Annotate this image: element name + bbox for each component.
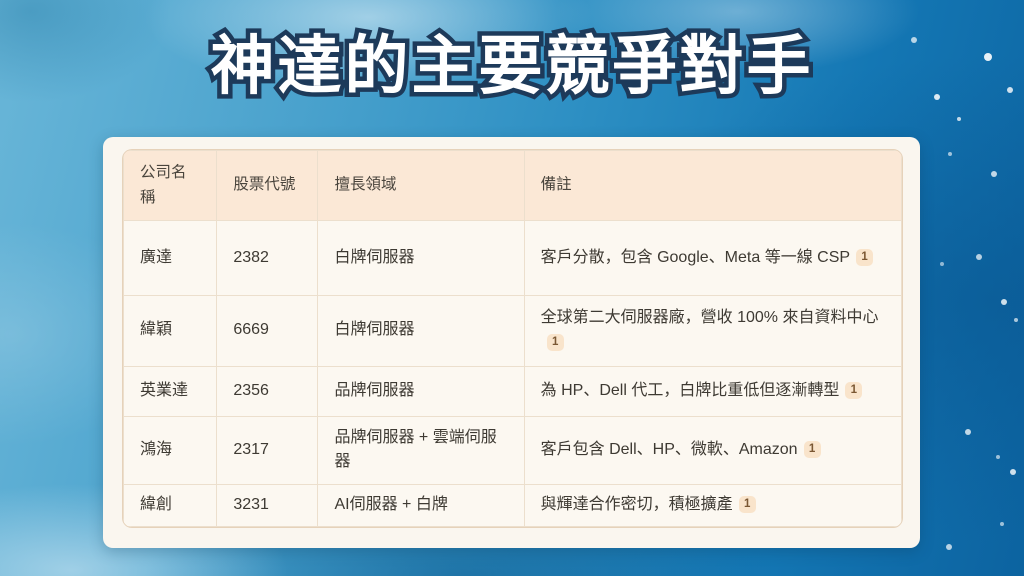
company-cell: 廣達 bbox=[123, 220, 218, 296]
note-text: 為 HP、Dell 代工，白牌比重低但逐漸轉型 bbox=[540, 381, 840, 399]
note-cell: 客戶分散，包含 Google、Meta 等一線 CSP 1 bbox=[523, 220, 902, 296]
company-cell: 緯穎 bbox=[123, 294, 218, 367]
note-cell: 與輝達合作密切，積極擴產 1 bbox=[523, 483, 902, 527]
field-cell: AI伺服器 + 白牌 bbox=[317, 483, 525, 527]
note-cell: 全球第二大伺服器廠，營收 100% 來自資料中心 1 bbox=[523, 294, 902, 367]
paint-speckles bbox=[0, 0, 4, 4]
field-cell: 白牌伺服器 bbox=[317, 220, 525, 296]
table-row: 廣達 2382 白牌伺服器 客戶分散，包含 Google、Meta 等一線 CSP 1 bbox=[123, 220, 902, 296]
table-row: 緯穎 6669 白牌伺服器 全球第二大伺服器廠，營收 100% 來自資料中心 1 bbox=[123, 294, 902, 367]
page-title-text: 神達的主要競爭對手 bbox=[210, 30, 814, 102]
table-card: 公司名稱 股票代號 擅長領域 備註 廣達 2382 白牌伺服器 客戶分散，包含 Goo… bbox=[103, 137, 920, 548]
note-text: 客戶包含 Dell、HP、微軟、Amazon bbox=[540, 440, 798, 458]
field-cell: 品牌伺服器 bbox=[317, 365, 525, 418]
page-title: 神達的主要競爭對手 神達的主要競爭對手 bbox=[0, 26, 1024, 107]
company-cell: 鴻海 bbox=[123, 416, 218, 485]
competitors-table: 公司名稱 股票代號 擅長領域 備註 廣達 2382 白牌伺服器 客戶分散，包含 Goo… bbox=[123, 150, 902, 527]
note-text: 全球第二大伺服器廠，營收 100% 來自資料中心 bbox=[540, 308, 879, 326]
table-row: 英業達 2356 品牌伺服器為 HP、Dell 代工，白牌比重低但逐漸轉型 1 bbox=[123, 365, 902, 418]
field-cell: 品牌伺服器 + 雲端伺服器 bbox=[317, 416, 525, 485]
ticker-cell: 3231 bbox=[216, 483, 319, 527]
table-row: 鴻海 2317 品牌伺服器 + 雲端伺服器 客戶包含 Dell、HP、微軟、Amazo… bbox=[123, 416, 902, 485]
note-text: 與輝達合作密切，積極擴產 bbox=[540, 495, 733, 513]
header-field: 擅長領域 bbox=[317, 150, 525, 221]
table-row: 緯創 3231 AI伺服器 + 白牌 與輝達合作密切，積極擴產 1 bbox=[123, 483, 902, 527]
header-note: 備註 bbox=[523, 150, 902, 221]
table-body: 廣達 2382 白牌伺服器 客戶分散，包含 Google、Meta 等一線 CSP 1 緯… bbox=[123, 220, 902, 527]
ticker-cell: 2356 bbox=[216, 365, 319, 418]
header-ticker: 股票代號 bbox=[216, 150, 319, 221]
company-cell: 緯創 bbox=[123, 483, 218, 527]
citation-badge[interactable]: 1 bbox=[546, 333, 564, 351]
note-text: 客戶分散，包含 Google、Meta 等一線 CSP bbox=[540, 248, 851, 266]
table-header: 公司名稱 股票代號 擅長領域 備註 bbox=[123, 150, 902, 221]
ticker-cell: 6669 bbox=[216, 294, 319, 367]
ticker-cell: 2382 bbox=[216, 220, 319, 296]
note-cell: 為 HP、Dell 代工，白牌比重低但逐漸轉型 1 bbox=[523, 365, 902, 418]
header-row: 公司名稱 股票代號 擅長領域 備註 bbox=[123, 150, 902, 221]
citation-badge[interactable]: 1 bbox=[803, 440, 821, 458]
ticker-cell: 2317 bbox=[216, 416, 319, 485]
citation-badge[interactable]: 1 bbox=[738, 495, 756, 513]
company-cell: 英業達 bbox=[123, 365, 218, 418]
citation-badge[interactable]: 1 bbox=[856, 248, 874, 266]
field-cell: 白牌伺服器 bbox=[317, 294, 525, 367]
page-title-outline: 神達的主要競爭對手 bbox=[206, 26, 815, 107]
note-cell: 客戶包含 Dell、HP、微軟、Amazon 1 bbox=[523, 416, 902, 485]
citation-badge[interactable]: 1 bbox=[845, 381, 863, 399]
competitors-table-container: 公司名稱 股票代號 擅長領域 備註 廣達 2382 白牌伺服器 客戶分散，包含 Goo… bbox=[122, 149, 903, 528]
header-company: 公司名稱 bbox=[123, 150, 218, 221]
